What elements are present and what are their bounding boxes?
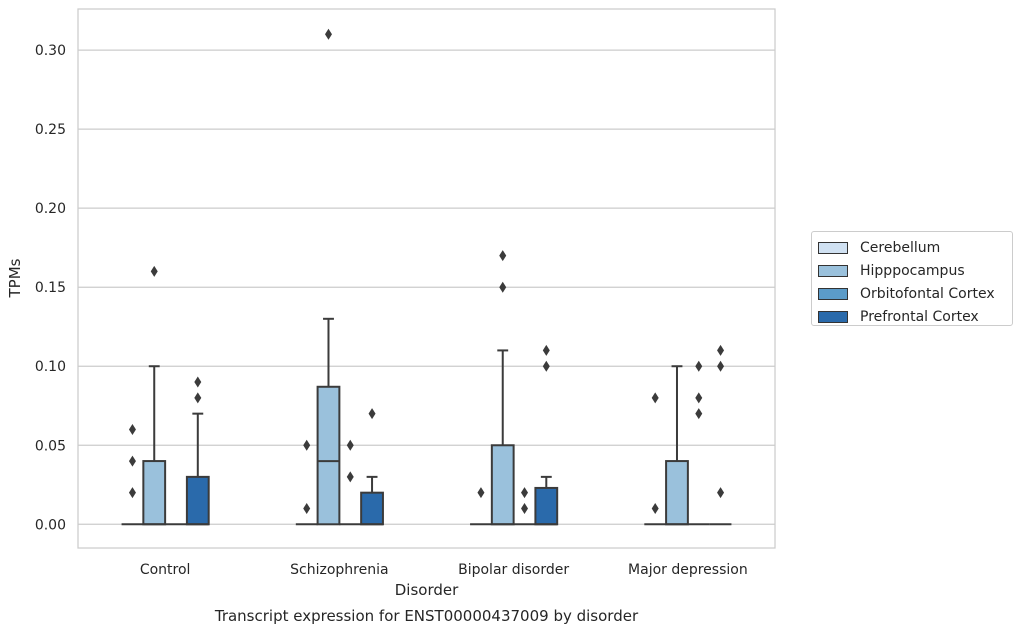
- box-group: [490, 250, 515, 526]
- box-group: [142, 265, 167, 526]
- box-rect: [490, 444, 515, 526]
- legend-label: Orbitofontal Cortex: [860, 286, 995, 302]
- outlier-point: [368, 408, 376, 420]
- chart-caption: Transcript expression for ENST0000043700…: [214, 607, 639, 625]
- legend-swatch: [818, 265, 848, 277]
- x-axis-title: Disorder: [395, 581, 459, 599]
- outlier-point: [651, 392, 659, 404]
- outlier-point: [303, 502, 311, 514]
- outlier-point: [346, 471, 354, 483]
- x-tick-label: Bipolar disorder: [458, 562, 569, 578]
- box-group: [534, 344, 559, 526]
- box-rect: [142, 460, 167, 526]
- legend-item: Orbitofontal Cortex: [818, 284, 995, 304]
- outlier-point: [717, 360, 725, 372]
- box-group: [339, 439, 362, 526]
- x-tick-label: Schizophrenia: [290, 562, 388, 578]
- outlier-point: [521, 487, 529, 499]
- outlier-point: [542, 344, 550, 356]
- box-group: [513, 487, 536, 526]
- legend-label: Hipppocampus: [860, 263, 965, 279]
- box-group: [185, 376, 210, 526]
- outlier-group: [477, 487, 485, 499]
- outlier-point: [521, 502, 529, 514]
- outlier-point: [695, 360, 703, 372]
- box-rect: [665, 460, 689, 526]
- y-tick-label: 0.20: [35, 201, 66, 217]
- outlier-point: [346, 439, 354, 451]
- x-tick-label: Control: [140, 562, 191, 578]
- y-tick-label: 0.15: [35, 280, 66, 296]
- box-rect: [185, 475, 210, 526]
- legend-item: Hipppocampus: [818, 261, 965, 281]
- outlier-group: [128, 423, 136, 499]
- box-group: [360, 408, 384, 526]
- outlier-point: [717, 344, 725, 356]
- legend-swatch: [818, 242, 848, 254]
- y-axis-title: TPMs: [6, 258, 24, 298]
- box-series: [121, 28, 732, 526]
- box-group: [709, 344, 732, 526]
- box-group: [316, 28, 341, 526]
- outlier-point: [695, 392, 703, 404]
- box-group: [687, 360, 710, 526]
- outlier-point: [324, 28, 332, 40]
- legend-label: Cerebellum: [860, 240, 941, 256]
- box-rect: [316, 385, 341, 526]
- legend-item: Prefrontal Cortex: [818, 307, 979, 327]
- outlier-point: [499, 250, 507, 262]
- outlier-point: [499, 281, 507, 293]
- outlier-point: [717, 487, 725, 499]
- plot-area: [77, 8, 776, 549]
- outlier-point: [303, 439, 311, 451]
- y-tick-label: 0.00: [35, 517, 66, 533]
- box-group: [665, 365, 689, 526]
- x-tick-label: Major depression: [628, 562, 748, 578]
- outlier-point: [651, 502, 659, 514]
- outlier-point: [150, 265, 158, 277]
- y-tick-label: 0.30: [35, 43, 66, 59]
- outlier-group: [651, 392, 659, 514]
- y-tick-label: 0.25: [35, 122, 66, 138]
- outlier-point: [194, 392, 202, 404]
- y-tick-label: 0.05: [35, 438, 66, 454]
- outlier-point: [194, 376, 202, 388]
- y-tick-label: 0.10: [35, 359, 66, 375]
- outlier-point: [542, 360, 550, 372]
- legend-swatch: [818, 288, 848, 300]
- legend-item: Cerebellum: [818, 238, 940, 258]
- outlier-point: [128, 423, 136, 435]
- y-tick-labels: 0.00 0.05 0.10 0.15 0.20 0.25 0.30: [35, 43, 66, 533]
- x-tick-labels: Control Schizophrenia Bipolar disorder Majo…: [140, 562, 748, 578]
- outlier-point: [695, 408, 703, 420]
- legend-swatch: [818, 311, 848, 323]
- outlier-point: [128, 455, 136, 467]
- box-rect: [534, 486, 559, 526]
- outlier-point: [477, 487, 485, 499]
- outlier-group: [303, 439, 311, 514]
- box-rect: [360, 491, 384, 526]
- legend: Cerebellum Hipppocampus Orbitofontal Corte…: [811, 231, 1013, 326]
- outlier-point: [128, 487, 136, 499]
- legend-label: Prefrontal Cortex: [860, 309, 979, 325]
